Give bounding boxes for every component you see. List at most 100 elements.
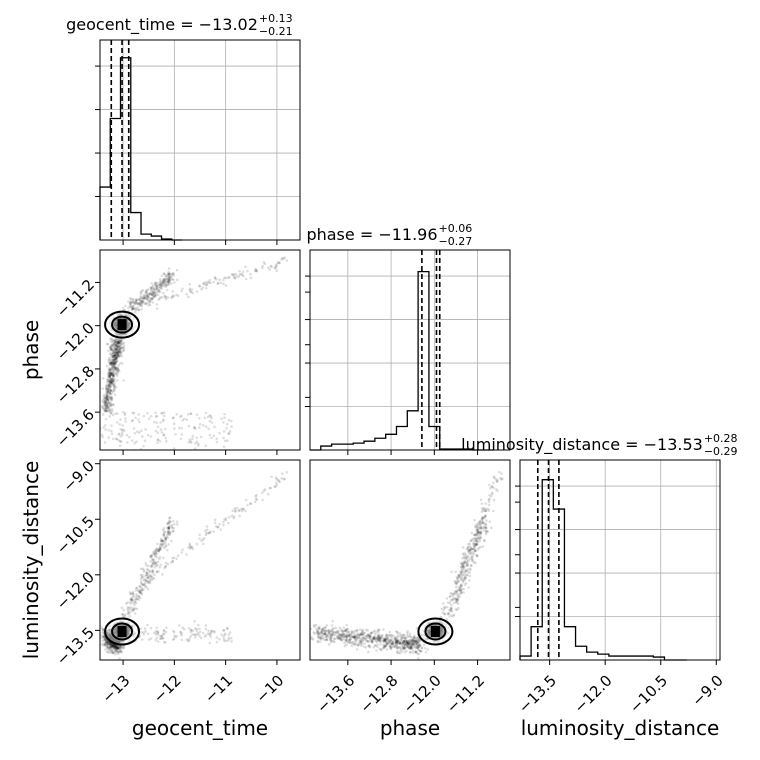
sample-point [227, 638, 230, 642]
sample-point [108, 381, 111, 384]
sample-point [106, 379, 110, 382]
sample-point [111, 437, 115, 441]
sample-point [124, 417, 127, 420]
sample-point [126, 631, 130, 635]
sample-point [427, 633, 431, 636]
sample-point [126, 632, 130, 636]
sample-point [111, 361, 115, 365]
sample-point [102, 426, 105, 429]
sample-point [164, 280, 167, 284]
sample-point [105, 403, 109, 406]
sample-point [112, 353, 116, 357]
sample-point [139, 591, 142, 594]
sample-point [149, 435, 153, 438]
sample-point [133, 310, 137, 314]
sample-point [106, 342, 110, 346]
sample-point [108, 352, 112, 356]
sample-point [112, 373, 115, 377]
sample-point [112, 374, 116, 378]
sample-point [121, 346, 125, 349]
sample-point [124, 313, 127, 317]
sample-point [230, 514, 234, 518]
sample-point [249, 502, 253, 505]
sample-point [105, 409, 109, 413]
sample-point [446, 626, 450, 630]
sample-point [106, 387, 109, 390]
sample-point [115, 344, 119, 348]
sample-point [263, 488, 267, 491]
sample-point [120, 346, 123, 350]
sample-point [115, 629, 119, 632]
sample-point [162, 632, 165, 636]
sample-point [222, 635, 225, 639]
sample-point [142, 583, 145, 587]
sample-point [118, 313, 122, 317]
sample-point [145, 573, 148, 577]
sample-point [127, 306, 130, 310]
sample-point [155, 547, 158, 551]
sample-point [130, 330, 134, 334]
sample-point [167, 526, 171, 530]
sample-point [208, 641, 212, 645]
sample-point [143, 293, 146, 297]
sample-point [205, 282, 209, 285]
sample-point [120, 342, 124, 346]
sample-point [108, 370, 112, 374]
sample-point [112, 383, 116, 386]
sample-point [136, 302, 139, 306]
sample-point [109, 362, 112, 365]
sample-point [161, 539, 165, 543]
sample-point [154, 415, 158, 418]
sample-point [162, 542, 165, 546]
sample-point [378, 636, 382, 640]
sample-point [112, 388, 116, 392]
sample-point [130, 597, 133, 600]
sample-point [114, 326, 118, 330]
sample-point [106, 399, 110, 402]
sample-point [172, 529, 175, 533]
sample-point [111, 366, 115, 369]
sample-point [106, 403, 110, 406]
sample-point [115, 630, 119, 633]
sample-point [206, 280, 210, 284]
sample-point [205, 528, 209, 532]
density-peak [117, 319, 127, 331]
sample-point [162, 533, 165, 537]
sample-point [114, 386, 118, 389]
sample-point [109, 397, 113, 401]
sample-point [108, 374, 112, 377]
sample-point [137, 418, 140, 421]
sample-point [109, 628, 112, 632]
sample-point [113, 323, 117, 326]
sample-point [167, 267, 171, 270]
sample-point [101, 634, 105, 637]
sample-point [128, 302, 132, 305]
sample-point [428, 630, 432, 633]
sample-point [156, 438, 160, 442]
sample-point [154, 285, 158, 289]
sample-point [321, 628, 325, 631]
sample-point [144, 428, 147, 431]
sample-point [150, 578, 154, 582]
sample-point [167, 543, 170, 546]
sample-point [137, 598, 141, 601]
sample-point [113, 639, 117, 642]
sample-point [446, 631, 450, 635]
sample-point [204, 624, 208, 627]
sample-point [103, 643, 107, 647]
sample-point [135, 307, 139, 311]
sample-point [114, 321, 117, 325]
sample-point [126, 631, 129, 634]
sample-point [173, 522, 176, 526]
sample-point [114, 366, 117, 370]
sample-point [142, 296, 146, 300]
sample-point [137, 308, 141, 312]
sample-point [142, 570, 146, 574]
sample-point [107, 380, 111, 384]
sample-point [223, 412, 226, 416]
sample-point [114, 646, 118, 649]
sample-point [108, 383, 112, 387]
sample-point [119, 361, 122, 365]
sample-point [113, 357, 117, 361]
sample-point [109, 636, 112, 639]
